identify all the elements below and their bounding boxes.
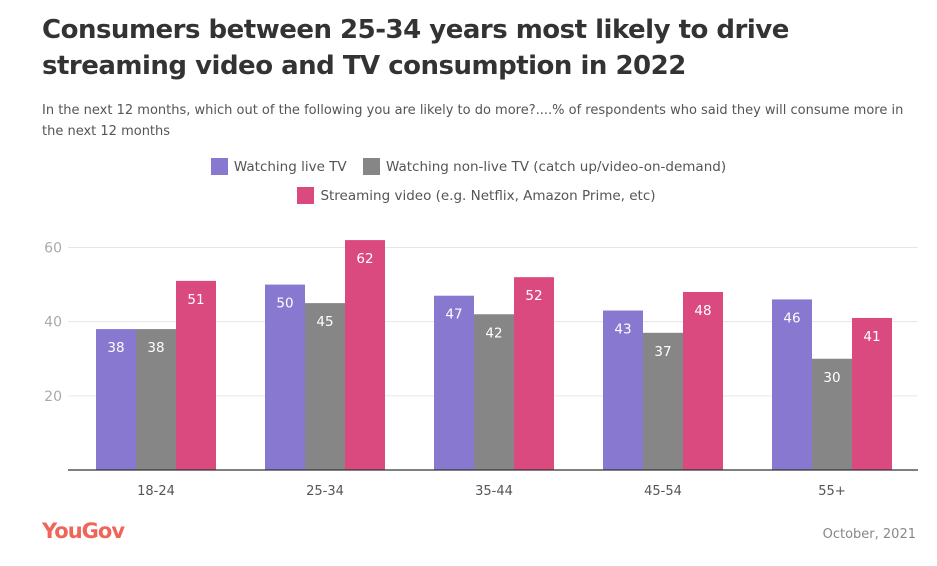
- x-tick-label: 45-54: [644, 484, 682, 499]
- x-tick-label: 35-44: [475, 484, 513, 499]
- data-label: 37: [654, 344, 671, 360]
- legend-item-streaming[interactable]: Streaming video (e.g. Netflix, Amazon Pr…: [297, 187, 656, 204]
- x-tick-label: 18-24: [137, 484, 175, 499]
- bar: [812, 358, 852, 470]
- x-tick-label: 55+: [818, 484, 845, 499]
- legend-row-2: Streaming video (e.g. Netflix, Amazon Pr…: [0, 187, 937, 208]
- bar: [434, 295, 474, 470]
- data-label: 38: [107, 340, 124, 356]
- chart-subtitle: In the next 12 months, which out of the …: [42, 103, 904, 139]
- bar: [514, 277, 554, 470]
- legend-swatch: [210, 158, 228, 175]
- legend-label: Streaming video (e.g. Netflix, Amazon Pr…: [320, 187, 656, 204]
- bar: [772, 299, 812, 470]
- chart-title: Consumers between 25-34 years most likel…: [42, 15, 789, 81]
- legend-swatch: [362, 158, 380, 175]
- bar: [265, 284, 305, 470]
- x-tick-label: 25-34: [306, 484, 344, 499]
- data-label: 41: [863, 329, 880, 345]
- legend-swatch: [297, 187, 315, 204]
- yougov-logo: YouGov: [42, 519, 125, 543]
- bar: [603, 310, 643, 470]
- bar: [345, 240, 385, 470]
- bar: [474, 314, 514, 470]
- legend-label: Watching non-live TV (catch up/video-on-…: [385, 158, 727, 175]
- data-label: 38: [147, 340, 164, 356]
- data-label: 47: [445, 307, 462, 323]
- date-label: October, 2021: [822, 527, 916, 542]
- data-label: 45: [316, 314, 333, 330]
- bar: [305, 303, 345, 470]
- data-label: 52: [525, 288, 542, 304]
- legend-item-non-live-tv[interactable]: Watching non-live TV (catch up/video-on-…: [362, 158, 727, 175]
- data-label: 51: [187, 292, 204, 308]
- data-label: 48: [694, 303, 711, 319]
- data-label: 42: [485, 325, 502, 341]
- bar: [136, 329, 176, 470]
- data-label: 50: [276, 296, 293, 312]
- data-label: 46: [783, 310, 800, 326]
- data-label: 30: [823, 370, 840, 386]
- legend-item-live-tv[interactable]: Watching live TV: [210, 158, 347, 175]
- bar: [176, 280, 216, 470]
- bar: [96, 329, 136, 470]
- legend-label: Watching live TV: [233, 158, 347, 175]
- data-label: 43: [614, 322, 631, 338]
- y-tick-label: 60: [44, 241, 62, 257]
- bar: [643, 332, 683, 470]
- bar: [683, 292, 723, 470]
- data-label: 62: [356, 251, 373, 267]
- y-tick-label: 40: [44, 315, 62, 331]
- y-tick-label: 20: [44, 389, 62, 405]
- bar: [852, 317, 892, 470]
- legend-row-1: Watching live TV Watching non-live TV (c…: [0, 158, 937, 179]
